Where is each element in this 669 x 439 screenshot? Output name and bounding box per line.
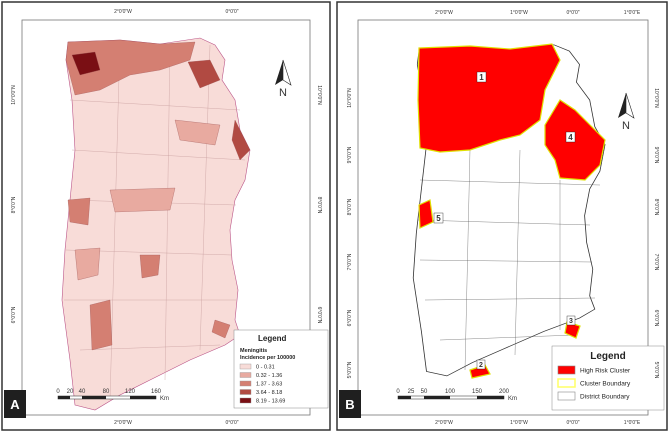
legend-label: 3.64 - 8.18 <box>256 390 282 396</box>
left-label: 10°0'0"N <box>347 88 353 108</box>
bottom-label: 1°0'0"W <box>510 420 528 426</box>
legend-swatch <box>557 391 576 401</box>
scale-bar <box>130 396 156 399</box>
scale-label: 120 <box>125 389 136 395</box>
scale-bar <box>58 396 70 399</box>
right-label: 9°0'0"N <box>653 147 659 164</box>
cluster-label: 2 <box>479 362 483 369</box>
north-arrow <box>625 92 635 119</box>
legend-label: 1.37 - 3.63 <box>256 382 282 388</box>
right-label: 7°0'0"N <box>653 254 659 271</box>
scale-label: 40 <box>79 389 86 395</box>
map-frame <box>357 19 649 416</box>
scale-label: 100 <box>445 389 456 395</box>
map-frame <box>21 19 311 416</box>
scale-label: 0 <box>56 389 60 395</box>
legend-label: District Boundary <box>580 394 630 401</box>
right-label: 6°0'0"N <box>653 310 659 327</box>
cluster-label: 5 <box>436 214 441 223</box>
legend-label: Cluster Boundary <box>580 381 631 388</box>
bottom-label: 1°0'0"E <box>624 420 641 426</box>
scale-label: 200 <box>499 389 510 395</box>
legend-swatch <box>239 397 252 404</box>
cluster-label: 4 <box>568 133 573 142</box>
scale-label: 160 <box>151 389 162 395</box>
top-label: 2°0'0"W <box>114 9 132 15</box>
north-arrow <box>282 59 292 86</box>
left-label: 7°0'0"N <box>347 253 353 270</box>
scale-bar <box>424 396 450 399</box>
legend-title: Legend <box>590 351 626 362</box>
right-label: 5°0'0"N <box>653 362 659 379</box>
cluster-label: 3 <box>569 318 573 325</box>
scale-bar <box>477 396 504 399</box>
panel-label-bg <box>339 390 361 418</box>
bottom-label: 0°0'0" <box>225 420 238 426</box>
scale-label: 80 <box>103 389 110 395</box>
legend-swatch <box>239 372 252 378</box>
bottom-label: 0°0'0" <box>566 420 579 426</box>
right-label: 10°0'0"N <box>316 85 322 105</box>
left-label: 10°0'0"N <box>11 85 17 105</box>
left-label: 8°0'0"N <box>11 196 17 213</box>
shaded-districts <box>65 39 251 351</box>
top-label: 1°0'0"W <box>510 10 528 16</box>
north-label: N <box>279 87 287 99</box>
panel-label: B <box>345 397 354 412</box>
panel-label: A <box>10 397 20 412</box>
left-label: 6°0'0"N <box>347 309 353 326</box>
north-arrow <box>618 93 626 118</box>
left-label: 6°0'0"N <box>11 306 17 323</box>
cluster-labels: 1 2 3 4 5 <box>433 71 576 370</box>
scale-label: 0 <box>396 389 400 395</box>
legend-subtitle: Meningitis <box>240 348 267 354</box>
panel-label-bg <box>4 390 26 418</box>
right-label: 8°0'0"N <box>653 199 659 216</box>
legend-label: 8.19 - 13.69 <box>256 399 285 405</box>
right-label: 10°0'0"N <box>653 88 659 108</box>
left-label: 8°0'0"N <box>347 198 353 215</box>
scale-unit: Km <box>160 396 169 402</box>
scale-bar-b <box>397 395 505 400</box>
right-label: 8°0'0"N <box>316 197 322 214</box>
right-label: 6°0'0"N <box>316 307 322 324</box>
legend-label: 0 - 0.31 <box>256 365 275 371</box>
scale-bar <box>398 396 411 399</box>
scale-bar-a <box>57 395 157 400</box>
north-label: N <box>622 120 630 132</box>
legend-swatch <box>239 363 252 370</box>
top-label: 2°0'0"W <box>435 10 453 16</box>
top-label: 0°0'0" <box>225 9 238 15</box>
top-label: 0°0'0" <box>566 10 579 16</box>
legend-label: High Risk Cluster <box>580 368 631 375</box>
scale-unit: Km <box>508 396 517 402</box>
legend-swatch <box>557 378 576 388</box>
scale-label: 150 <box>472 389 483 395</box>
scale-bar <box>82 396 106 399</box>
north-arrow <box>275 60 283 85</box>
left-label: 5°0'0"N <box>347 361 353 378</box>
cluster-label: 1 <box>479 73 484 82</box>
top-label: 1°0'0"E <box>624 10 641 16</box>
legend-label: 0.32 - 1.36 <box>256 373 282 379</box>
bottom-label: 2°0'0"W <box>435 420 453 426</box>
left-label: 9°0'0"N <box>347 146 353 163</box>
legend-title: Legend <box>258 334 287 343</box>
scale-label: 50 <box>421 389 428 395</box>
legend-caption: Incidence per 100000 <box>240 355 295 361</box>
legend-swatch <box>239 389 252 395</box>
district-lines <box>417 149 601 371</box>
scale-label: 25 <box>408 389 415 395</box>
legend-swatch <box>557 365 576 375</box>
legend-swatch <box>239 380 252 387</box>
scale-label: 20 <box>67 389 74 395</box>
bottom-label: 2°0'0"W <box>114 420 132 426</box>
